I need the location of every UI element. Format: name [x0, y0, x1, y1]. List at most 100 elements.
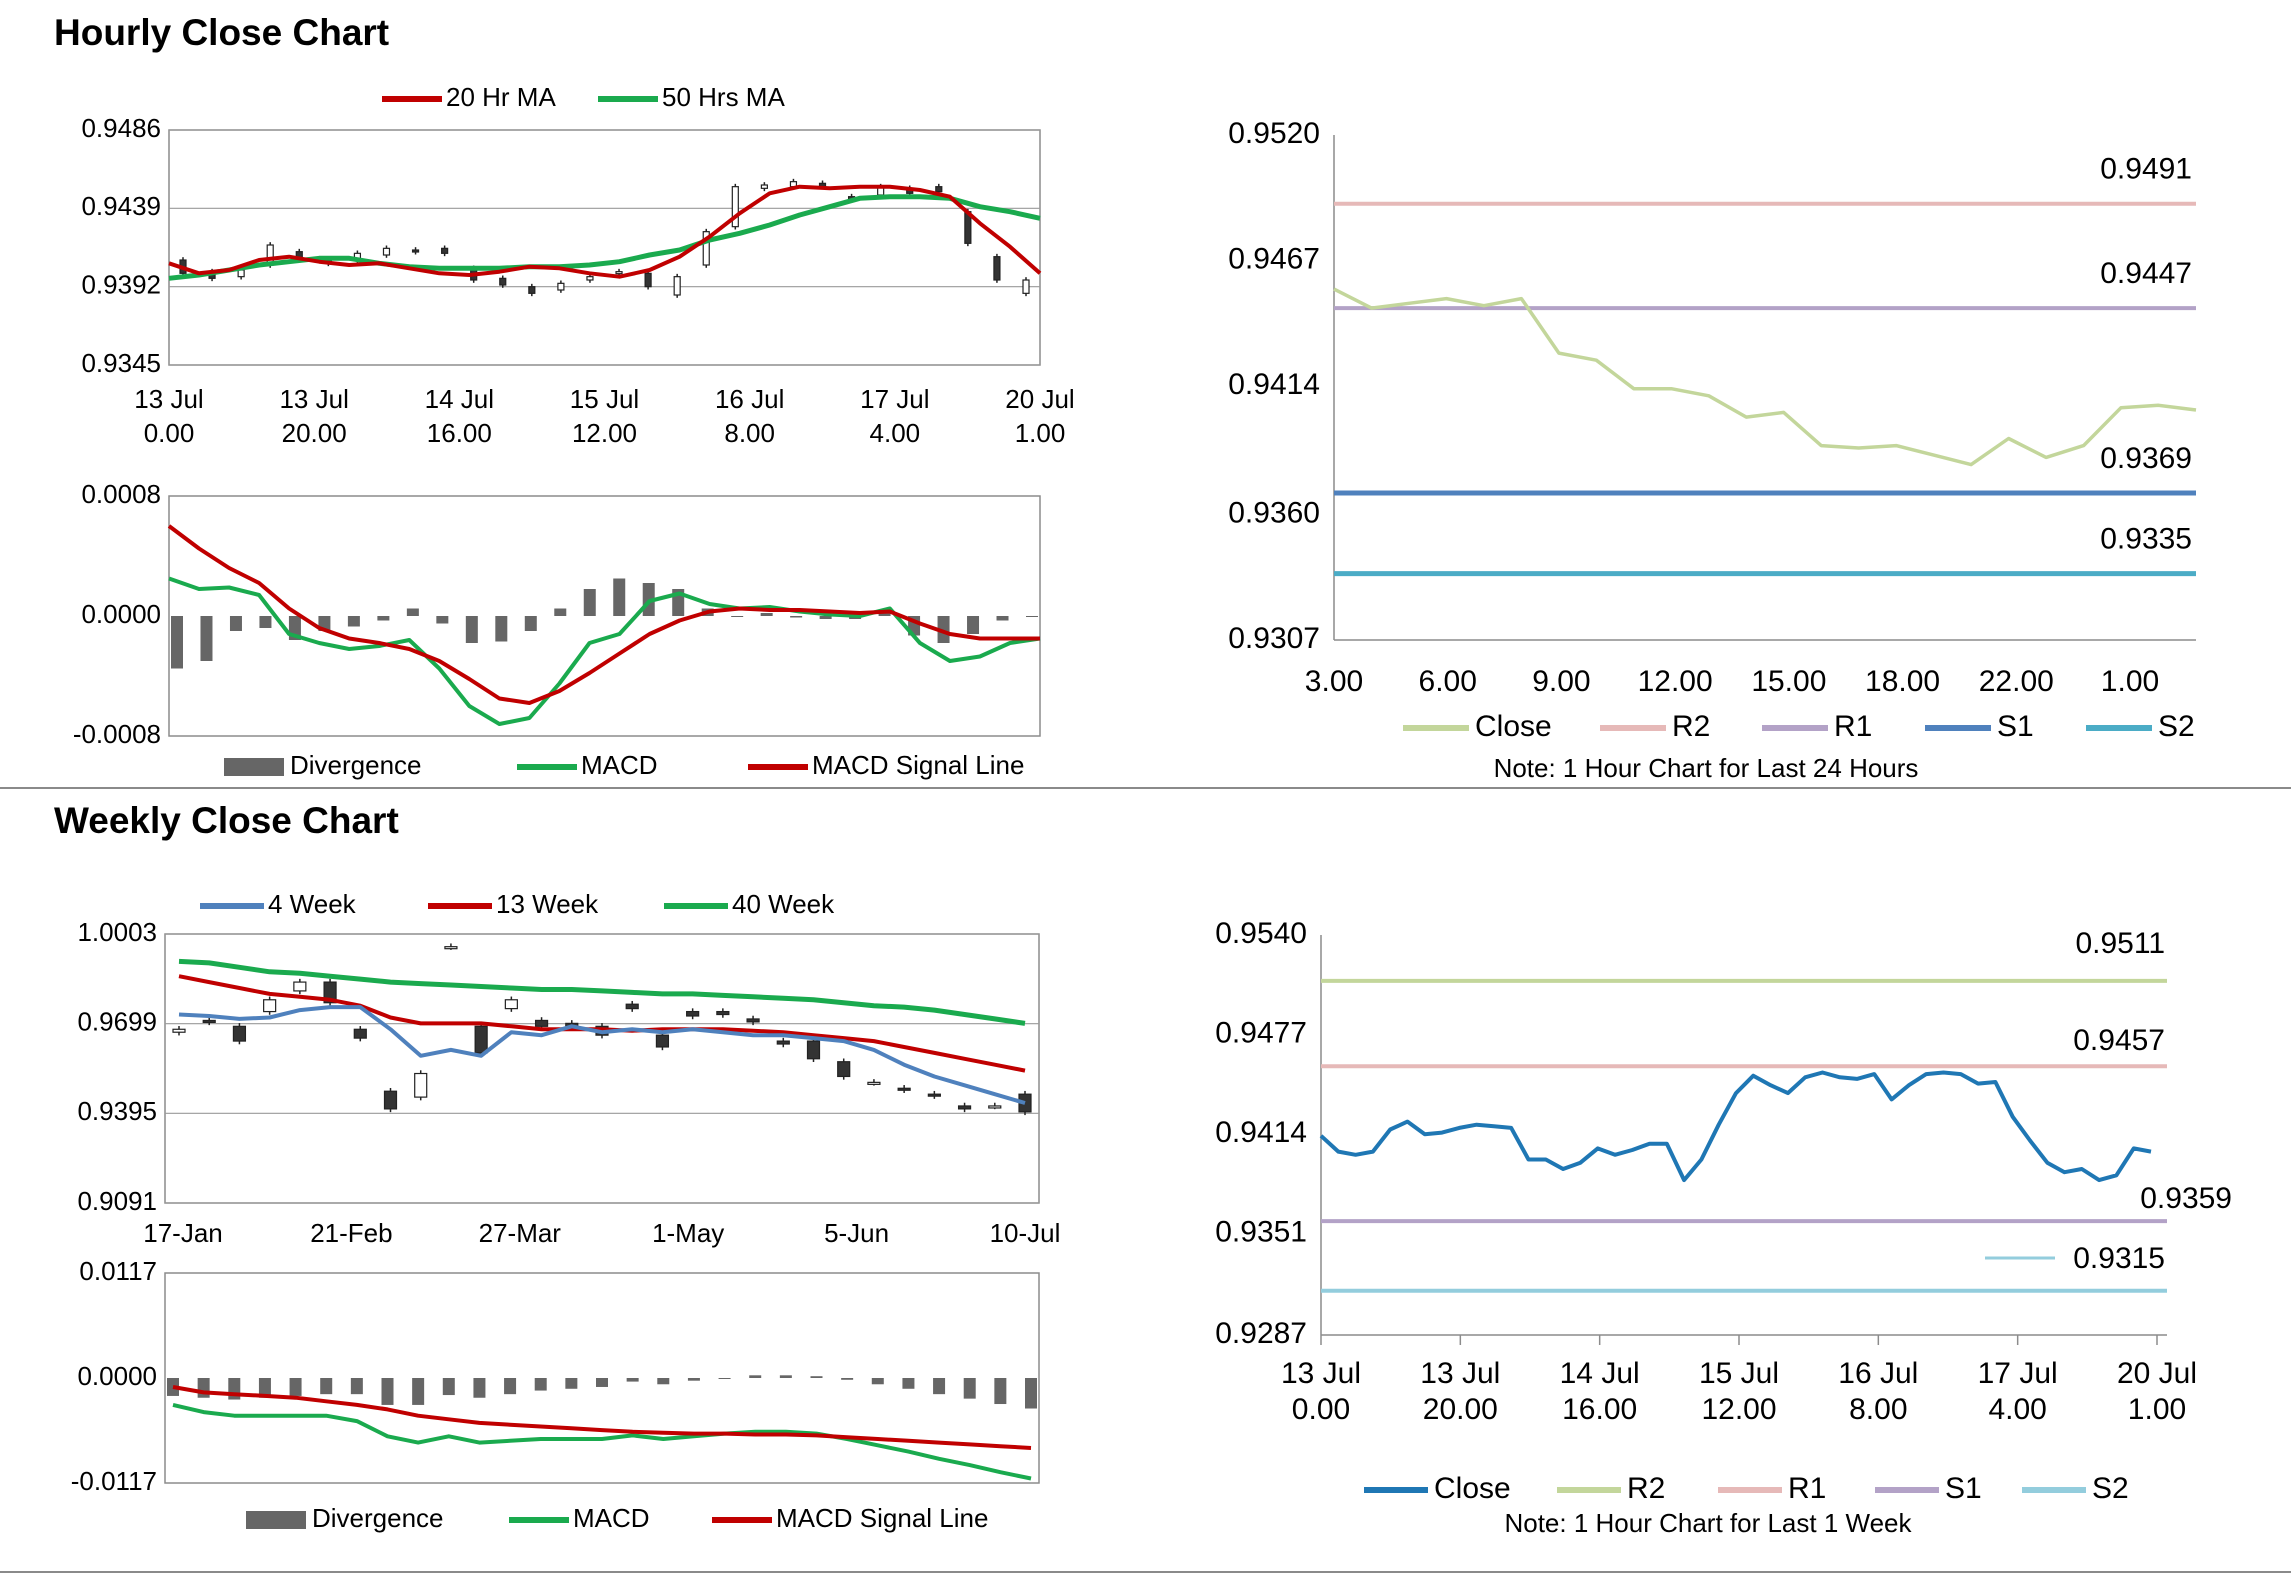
weekly-divergence-bar — [473, 1378, 486, 1398]
hourly24-y-tick-label: 0.9414 — [1228, 368, 1320, 401]
hourly-price-y-tick-label: 0.9345 — [81, 348, 161, 378]
hourly-price-x-tick-label: 20.00 — [282, 418, 347, 448]
hourly-price-x-tick-label: 13 Jul — [134, 384, 203, 414]
hourly-candle-body — [441, 247, 449, 254]
weekly-section-title: Weekly Close Chart — [54, 800, 399, 841]
weekly-divergence-bar — [749, 1375, 762, 1378]
weekly1h-x-tick-label: 13 Jul — [1281, 1357, 1361, 1390]
weekly1h-y-tick-label: 0.9351 — [1215, 1216, 1307, 1249]
weekly-divergence-bar — [810, 1376, 823, 1378]
hourly-candle-body — [673, 276, 681, 296]
hourly-divergence-bar — [495, 616, 508, 642]
weekly-price-x-tick-label: 27-Mar — [479, 1218, 562, 1248]
weekly-candle-body — [293, 981, 307, 992]
weekly-divergence-bar — [258, 1378, 271, 1398]
hourly-macd-y-tick-label: 0.0000 — [81, 599, 161, 629]
hourly-divergence-bar — [790, 616, 803, 618]
weekly-candle-body — [414, 1072, 428, 1098]
hourly-signal-line — [167, 524, 1040, 705]
weekly1h-x-tick-label: 15 Jul — [1699, 1357, 1779, 1390]
hourly24-y-tick-label: 0.9467 — [1228, 243, 1320, 276]
legend-hourly-divergence-label: Divergence — [290, 750, 422, 780]
weekly-candle-body — [897, 1087, 911, 1091]
weekly-candle-body — [686, 1010, 700, 1017]
hourly-divergence-bar — [937, 616, 950, 643]
hourly24-level-label-r1: 0.9447 — [2100, 257, 2192, 290]
hourly-price-x-tick-label: 14 Jul — [425, 384, 494, 414]
hourly-candle-body — [702, 231, 710, 266]
weekly1h-x-tick-label: 20.00 — [1423, 1393, 1498, 1426]
weekly1h-y-tick-label: 0.9287 — [1215, 1317, 1307, 1350]
weekly-candle-body — [655, 1034, 670, 1048]
weekly-macd-y-tick-label: -0.0117 — [71, 1466, 157, 1496]
weekly-price-y-tick-label: 0.9699 — [77, 1007, 157, 1037]
hourly-candle-body — [237, 269, 245, 278]
weekly-candle-body — [353, 1028, 367, 1039]
weekly-price-x-tick-label: 1-May — [652, 1218, 724, 1248]
weekly-divergence-bar — [718, 1378, 731, 1379]
hourly-price-x-tick-label: 12.00 — [572, 418, 637, 448]
hourly-divergence-bar — [200, 616, 213, 661]
weekly-price-y-tick-label: 0.9091 — [77, 1186, 157, 1216]
weekly1h-x-tick-label: 12.00 — [1701, 1393, 1776, 1426]
hourly-candle-body — [557, 282, 565, 291]
section-divider — [0, 787, 2291, 789]
weekly-divergence-bar — [442, 1378, 455, 1396]
hourly-macd-y-tick-label: -0.0008 — [73, 719, 161, 749]
weekly-divergence-bar — [412, 1378, 425, 1405]
weekly-candle-body — [988, 1105, 1002, 1109]
weekly-divergence-bar — [197, 1378, 210, 1398]
weekly-divergence-bar — [841, 1378, 854, 1380]
hourly24-close-line — [1333, 287, 2197, 467]
weekly1h-x-tick-label: 1.00 — [2128, 1393, 2186, 1426]
hourly24-x-tick-label: 12.00 — [1638, 665, 1713, 698]
legend-hourly24-r2-label: R2 — [1672, 710, 1710, 743]
bottom-divider — [0, 1571, 2291, 1573]
weekly-divergence-bar — [933, 1378, 946, 1395]
legend-weekly1h-r1-label: R1 — [1788, 1472, 1826, 1505]
legend-50hrs-ma-label: 50 Hrs MA — [662, 82, 785, 112]
weekly-candle-body — [867, 1081, 881, 1085]
weekly-price-x-tick-label: 5-Jun — [824, 1218, 889, 1248]
weekly-macd-line — [172, 1402, 1032, 1481]
hourly24-y-tick-label: 0.9360 — [1228, 496, 1320, 529]
weekly1h-close-line — [1319, 1070, 2152, 1183]
hourly-candle-body — [528, 286, 536, 294]
hourly-price-y-tick-label: 0.9392 — [81, 270, 161, 300]
legend-hourly24-s1-label: S1 — [1997, 710, 2034, 743]
hourly-candle-body — [935, 186, 943, 193]
hourly-section-title: Hourly Close Chart — [54, 12, 390, 53]
hourly-divergence-bar — [347, 616, 360, 627]
weekly1h-x-tick-label: 14 Jul — [1560, 1357, 1640, 1390]
hourly-divergence-bar — [878, 613, 891, 616]
legend-hourly24-close-label: Close — [1475, 710, 1552, 743]
weekly-candle-body — [837, 1061, 851, 1078]
hourly-divergence-bar — [967, 616, 980, 634]
weekly1h-x-tick-label: 20 Jul — [2117, 1357, 2197, 1390]
weekly-divergence-bar — [687, 1378, 700, 1381]
weekly-divergence-bar — [167, 1378, 179, 1396]
weekly-candle-body — [202, 1019, 216, 1024]
weekly1h-y-tick-label: 0.9477 — [1215, 1017, 1307, 1050]
legend-weekly1h-close-label: Close — [1434, 1472, 1511, 1505]
hourly24-x-tick-label: 3.00 — [1305, 665, 1363, 698]
legend-weekly1h-s2-label: S2 — [2092, 1472, 2129, 1505]
hourly-divergence-bar — [436, 616, 449, 624]
weekly-divergence-bar — [320, 1378, 333, 1395]
weekly-divergence-bar — [565, 1378, 578, 1389]
weekly1h-x-tick-label: 16 Jul — [1838, 1357, 1918, 1390]
legend-hourly24-r1-label: R1 — [1834, 710, 1872, 743]
weekly-divergence-bar — [504, 1378, 517, 1395]
hourly-divergence-bar — [406, 608, 419, 616]
hourly24-x-tick-label: 1.00 — [2101, 665, 2159, 698]
hourly-divergence-bar — [1026, 616, 1038, 617]
hourly-price-x-tick-label: 16.00 — [427, 418, 492, 448]
hourly24-x-tick-label: 15.00 — [1751, 665, 1826, 698]
weekly-divergence-bar — [963, 1378, 976, 1399]
weekly-macd-y-tick-label: 0.0117 — [79, 1256, 157, 1286]
weekly-candle-body — [444, 946, 458, 950]
hourly-candle-body — [760, 184, 768, 189]
weekly-price-x-tick-label: 10-Jul — [990, 1218, 1061, 1248]
weekly-candle-body — [806, 1040, 821, 1060]
weekly-candle-body — [927, 1093, 941, 1097]
